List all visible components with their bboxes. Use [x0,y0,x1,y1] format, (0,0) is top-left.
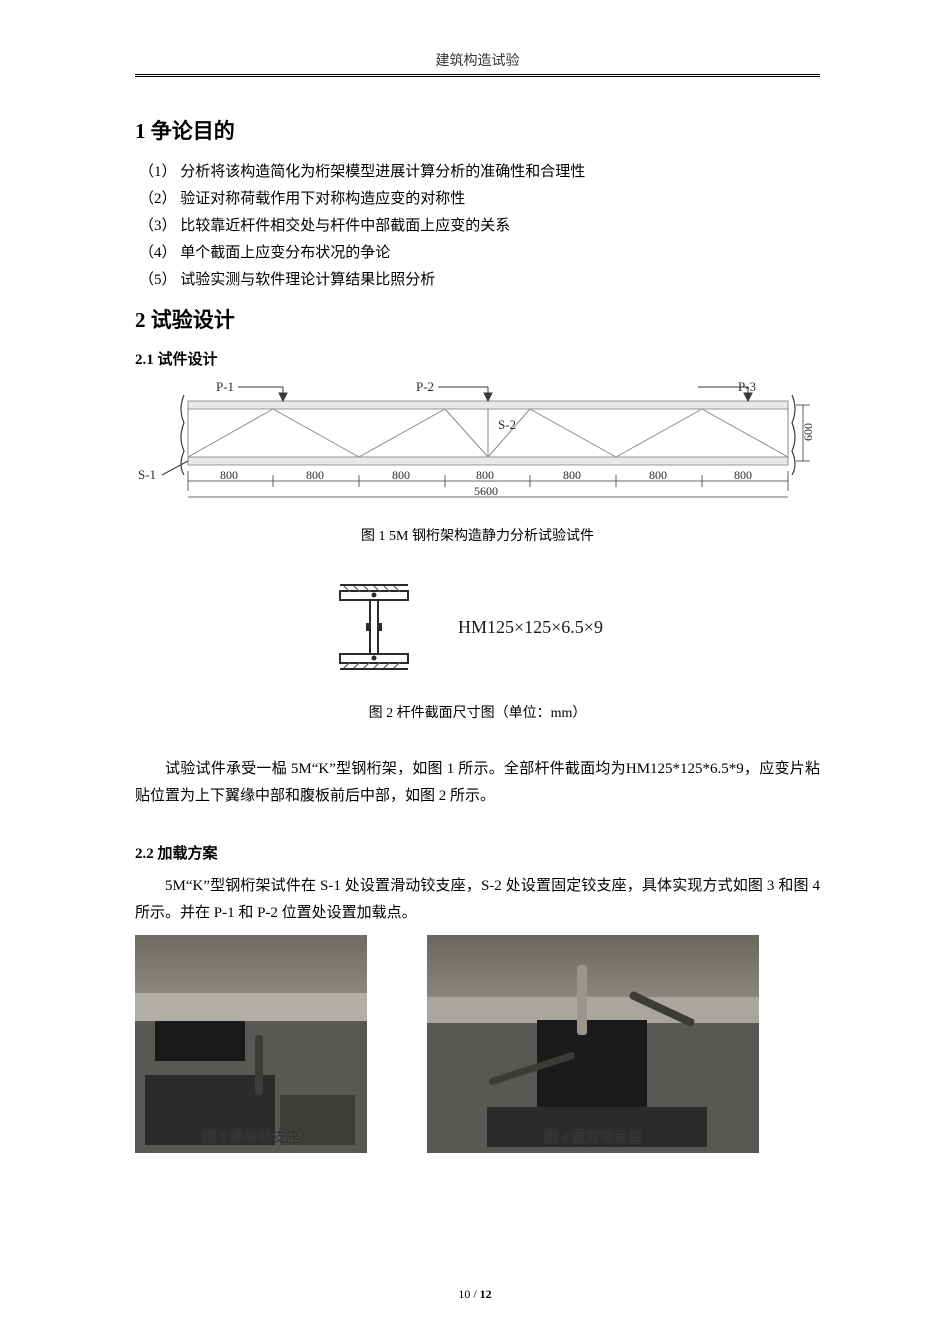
page-current: 10 [458,1287,470,1301]
list-item: （4） 单个截面上应变分布状况的争论 [135,240,820,267]
fig1-label-p1: P-1 [216,379,234,394]
running-header: 建筑构造试验 [135,50,820,74]
fig1-label-p3: P-3 [738,379,756,394]
dim: 800 [392,468,410,482]
figure-2-caption: 图 2 杆件截面尺寸图（单位：mm） [318,702,638,722]
section-2-1-heading: 2.1 试件设计 [135,348,820,369]
dim-total: 5600 [474,484,498,498]
page-total: 12 [480,1287,492,1301]
section-2-1-para: 试验试件承受一榀 5M“K”型钢桁架，如图 1 所示。全部杆件截面均为HM125… [135,756,820,810]
dim: 800 [563,468,581,482]
section-2-2-heading: 2.2 加载方案 [135,842,820,863]
list-item: （1） 分析将该构造简化为桁架模型进展计算分析的准确性和合理性 [135,159,820,186]
fig1-label-s2: S-2 [498,417,516,432]
section-1-heading: 1 争论目的 [135,115,820,145]
header-rule [135,74,820,77]
figure-3-photo: 图 3 滑动铰支座 [135,935,367,1153]
list-item: （5） 试验实测与软件理论计算结果比照分析 [135,267,820,294]
fig1-label-s1: S-1 [138,467,156,482]
section-2-heading: 2 试验设计 [135,304,820,334]
fig1-label-p2: P-2 [416,379,434,394]
figure-4-caption: 图 4 固定铰支座 [427,1127,759,1147]
section-2-2-para: 5M“K”型钢桁架试件在 S-1 处设置滑动铰支座，S-2 处设置固定铰支座，具… [135,873,820,927]
fig2-section-label: HM125×125×6.5×9 [458,617,603,637]
figure-2: HM125×125×6.5×9 图 2 杆件截面尺寸图（单位：mm） [135,581,820,722]
dim: 800 [220,468,238,482]
dim: 800 [734,468,752,482]
list-item: （2） 验证对称荷载作用下对称构造应变的对称性 [135,186,820,213]
figure-3-caption: 图 3 滑动铰支座 [135,1127,367,1147]
page-sep: / [470,1287,479,1301]
dim-right: 600 [801,423,815,441]
dim: 800 [476,468,494,482]
page-number: 10 / 12 [0,1287,950,1302]
figure-1: P-1 P-2 P-3 S-1 S-2 [135,379,820,545]
list-item: （3） 比较靠近杆件相交处与杆件中部截面上应变的关系 [135,213,820,240]
dim: 800 [649,468,667,482]
figure-4-photo: 图 4 固定铰支座 [427,935,759,1153]
photo-row: 图 3 滑动铰支座 图 4 固定铰支座 [135,935,820,1153]
dim: 800 [306,468,324,482]
figure-1-caption: 图 1 5M 钢桁架构造静力分析试验试件 [135,525,820,545]
